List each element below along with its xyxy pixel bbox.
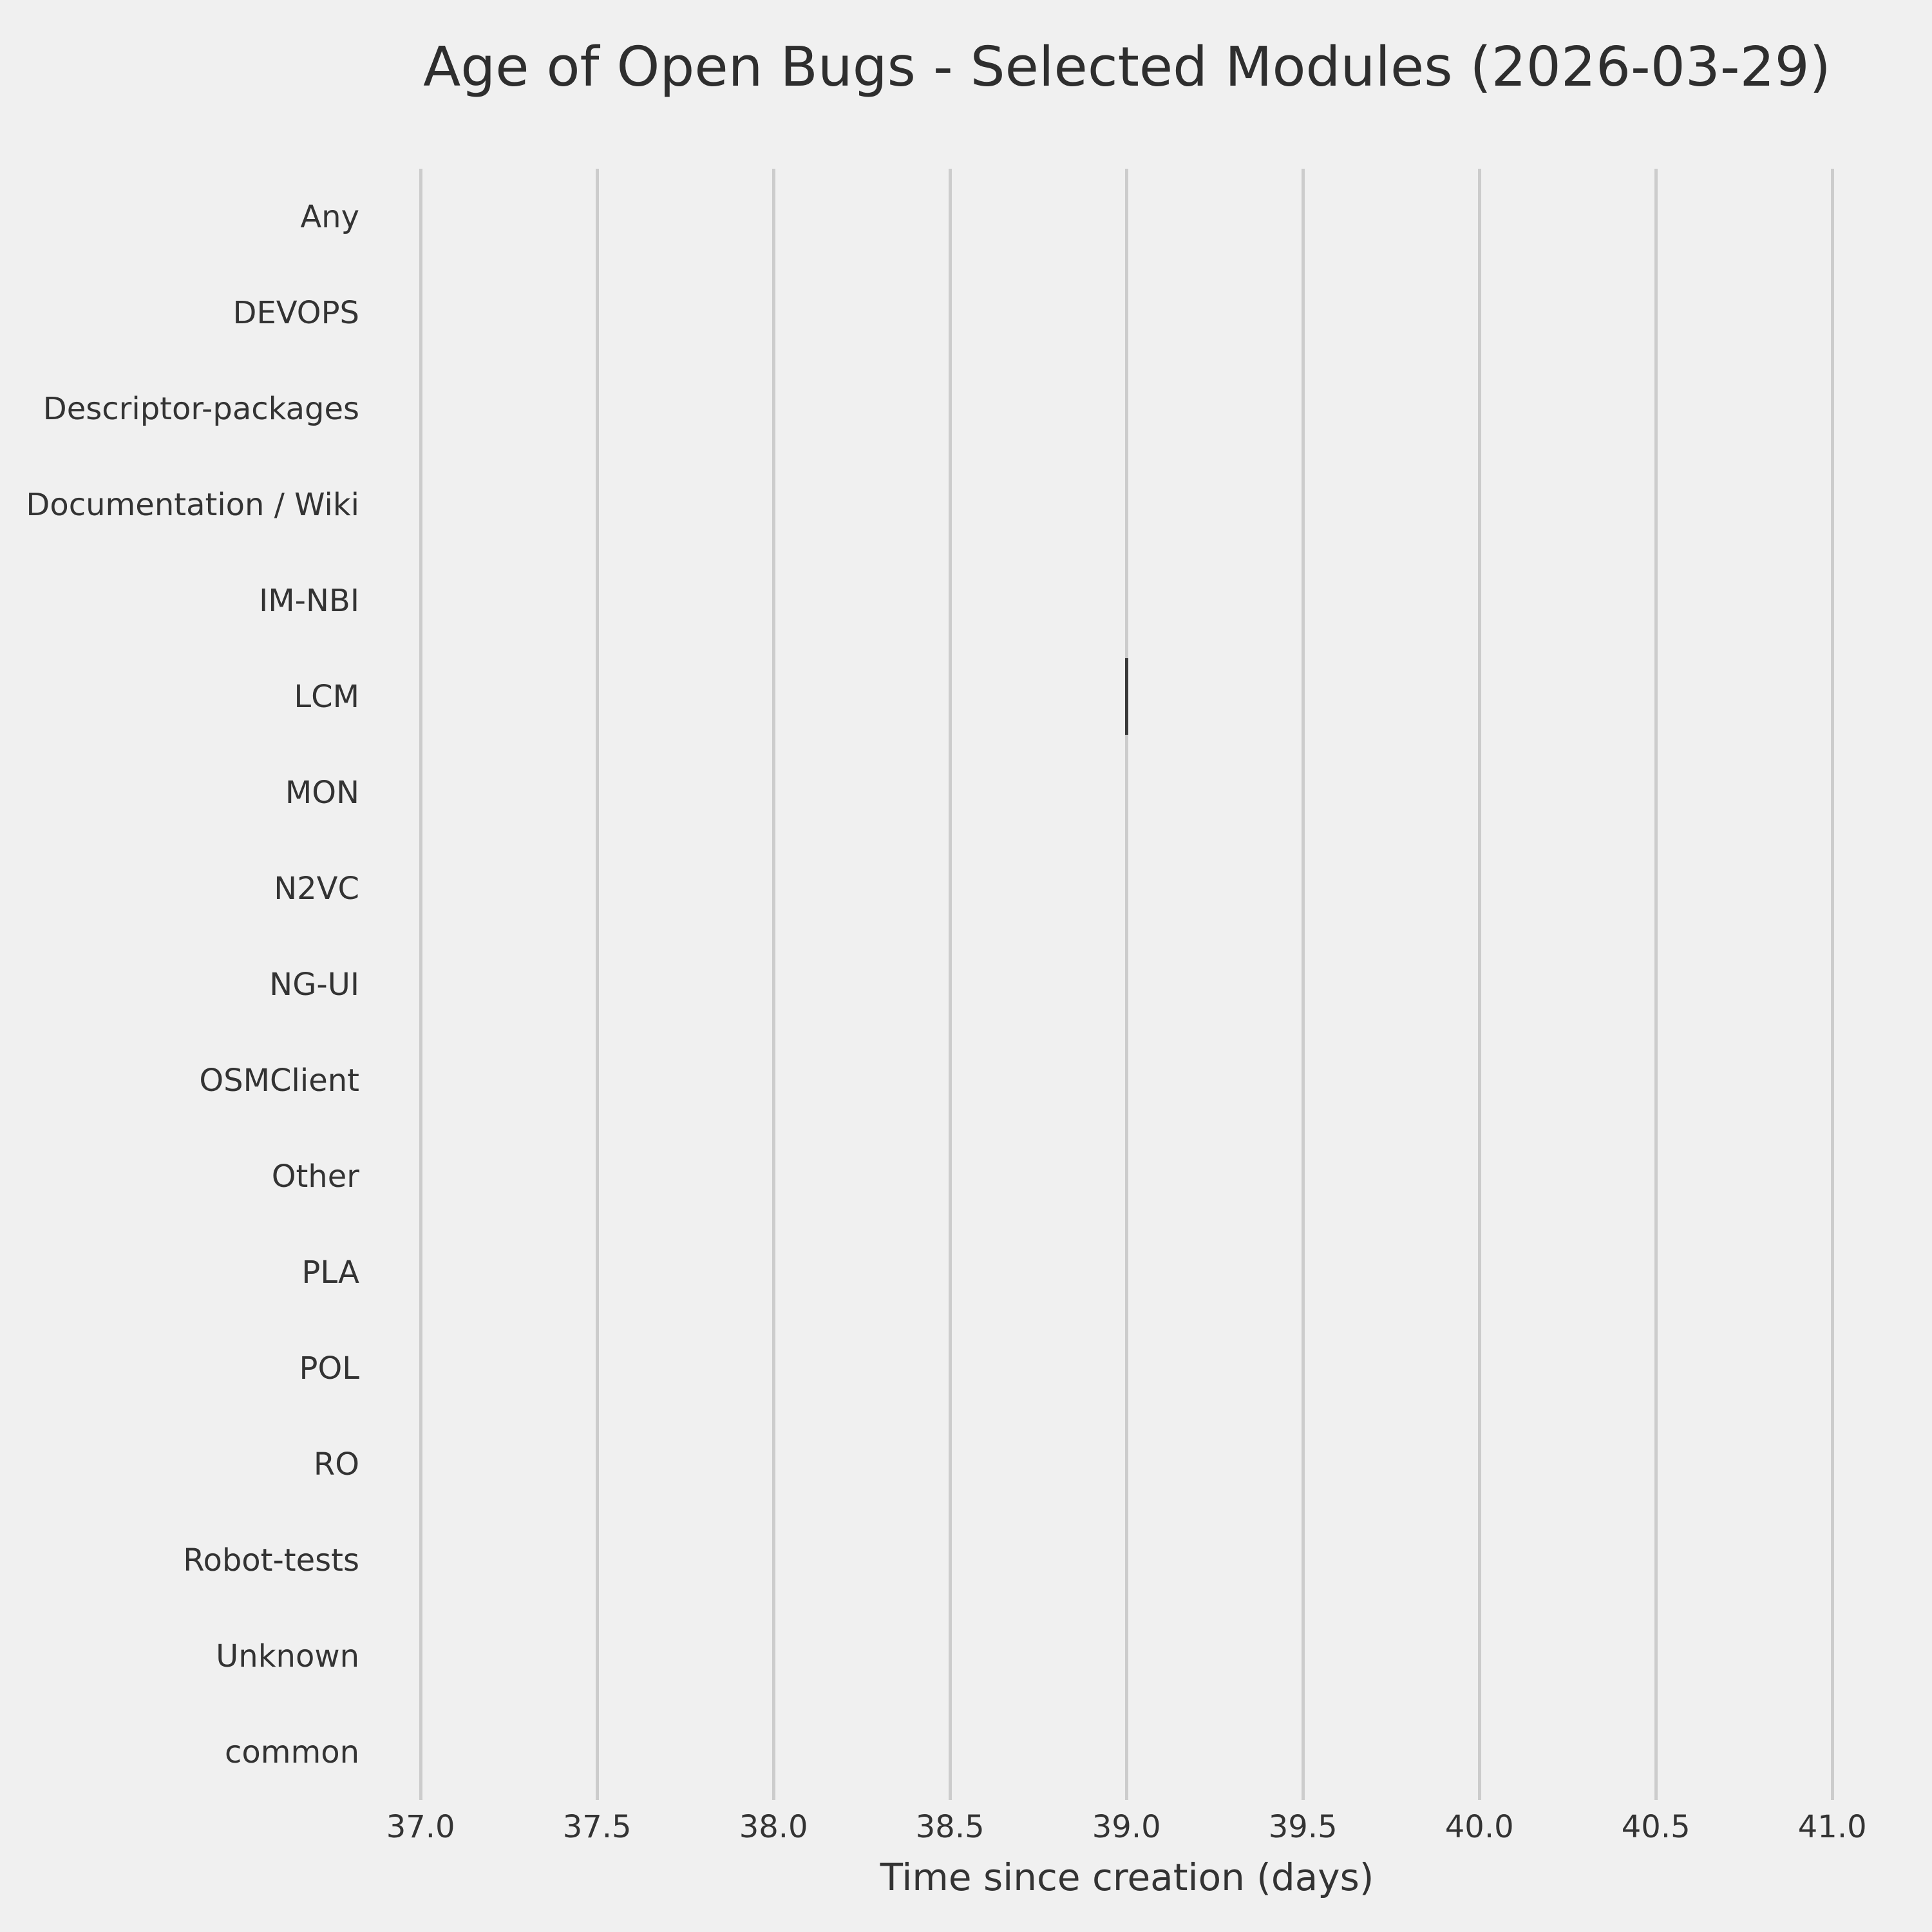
y-category-label: Documentation / Wiki — [26, 486, 359, 523]
gridline-x-38.5 — [948, 169, 952, 1800]
gridline-x-40.5 — [1654, 169, 1658, 1800]
y-category-label: IM-NBI — [259, 582, 359, 619]
gridline-x-40.0 — [1477, 169, 1481, 1800]
y-category-label: Robot-tests — [183, 1542, 359, 1578]
x-tick-label: 41.0 — [1797, 1809, 1867, 1845]
x-tick-label: 39.5 — [1268, 1809, 1338, 1845]
x-tick-label: 40.0 — [1444, 1809, 1514, 1845]
y-category-label: Any — [300, 198, 359, 235]
y-category-label: PLA — [301, 1254, 359, 1291]
y-category-label: Unknown — [216, 1638, 359, 1674]
y-category-label: RO — [313, 1446, 359, 1482]
x-tick-label: 37.5 — [562, 1809, 632, 1845]
y-category-label: Other — [271, 1158, 359, 1195]
y-category-label: common — [224, 1734, 359, 1770]
x-axis-label: Time since creation (days) — [880, 1855, 1374, 1899]
y-category-label: LCM — [294, 678, 359, 715]
x-tick-label: 37.0 — [386, 1809, 455, 1845]
chart-title: Age of Open Bugs - Selected Modules (202… — [423, 35, 1831, 99]
y-category-label: OSMClient — [199, 1062, 359, 1099]
x-tick-label: 39.0 — [1092, 1809, 1161, 1845]
y-category-label: Descriptor-packages — [43, 390, 359, 427]
plot-area — [386, 169, 1868, 1800]
y-category-label: DEVOPS — [232, 294, 359, 331]
gridline-x-37.5 — [595, 169, 599, 1800]
gridline-x-39.0 — [1124, 169, 1128, 1800]
x-tick-label: 38.0 — [739, 1809, 808, 1845]
y-category-label: POL — [299, 1350, 359, 1387]
x-tick-label: 40.5 — [1621, 1809, 1690, 1845]
y-category-label: N2VC — [274, 870, 359, 907]
gridline-x-37.0 — [419, 169, 422, 1800]
y-category-label: MON — [285, 774, 359, 811]
y-category-label: NG-UI — [269, 966, 359, 1003]
boxplot-mark-LCM — [1124, 658, 1128, 735]
x-tick-label: 38.5 — [915, 1809, 985, 1845]
gridline-x-41.0 — [1830, 169, 1834, 1800]
gridline-x-39.5 — [1301, 169, 1305, 1800]
gridline-x-38.0 — [772, 169, 775, 1800]
